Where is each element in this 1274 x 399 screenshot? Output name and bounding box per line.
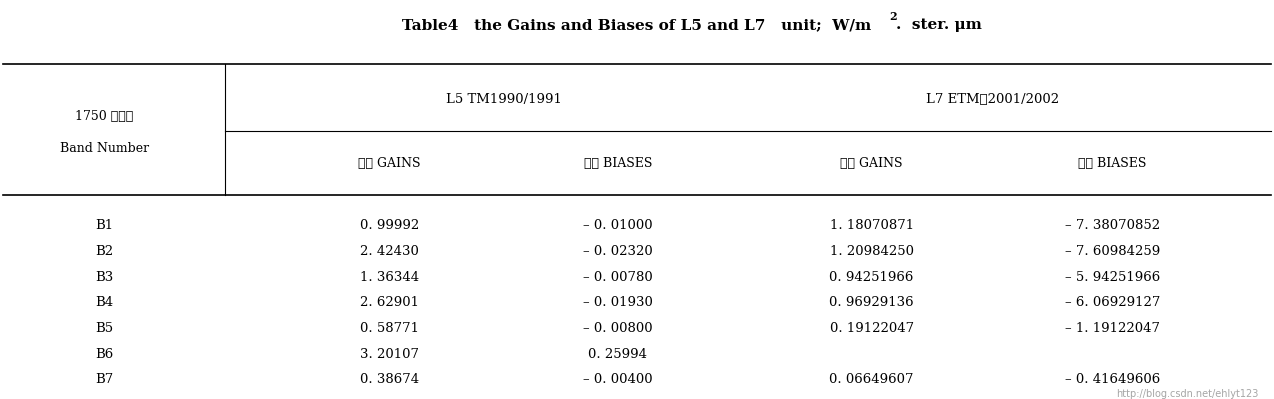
Text: – 1. 19122047: – 1. 19122047: [1065, 322, 1161, 335]
Text: – 0. 00800: – 0. 00800: [583, 322, 652, 335]
Text: L5 TM1990/1991: L5 TM1990/1991: [446, 93, 562, 105]
Text: – 0. 00400: – 0. 00400: [583, 373, 652, 386]
Text: 1750 波段号: 1750 波段号: [75, 110, 134, 123]
Text: B3: B3: [96, 271, 113, 284]
Text: B4: B4: [96, 296, 113, 309]
Text: – 5. 94251966: – 5. 94251966: [1065, 271, 1161, 284]
Text: 增益 GAINS: 增益 GAINS: [358, 157, 420, 170]
Text: 0. 99992: 0. 99992: [361, 219, 419, 232]
Text: B2: B2: [96, 245, 113, 258]
Text: B6: B6: [96, 348, 113, 361]
Text: 0. 25994: 0. 25994: [589, 348, 647, 361]
Text: Band Number: Band Number: [60, 142, 149, 155]
Text: B1: B1: [96, 219, 113, 232]
Text: 1. 20984250: 1. 20984250: [829, 245, 913, 258]
Text: 增益 GAINS: 增益 GAINS: [841, 157, 903, 170]
Text: – 0. 00780: – 0. 00780: [583, 271, 652, 284]
Text: 1. 36344: 1. 36344: [361, 271, 419, 284]
Text: – 0. 01000: – 0. 01000: [583, 219, 652, 232]
Text: B5: B5: [96, 322, 113, 335]
Text: 1. 18070871: 1. 18070871: [829, 219, 913, 232]
Text: – 0. 01930: – 0. 01930: [583, 296, 652, 309]
Text: – 0. 41649606: – 0. 41649606: [1065, 373, 1161, 386]
Text: – 7. 38070852: – 7. 38070852: [1065, 219, 1161, 232]
Text: 3. 20107: 3. 20107: [361, 348, 419, 361]
Text: – 6. 06929127: – 6. 06929127: [1065, 296, 1161, 309]
Text: 0. 19122047: 0. 19122047: [829, 322, 913, 335]
Text: 0. 96929136: 0. 96929136: [829, 296, 913, 309]
Text: B7: B7: [96, 373, 113, 386]
Text: – 0. 02320: – 0. 02320: [583, 245, 652, 258]
Text: 0. 94251966: 0. 94251966: [829, 271, 913, 284]
Text: http://blog.csdn.net/ehlyt123: http://blog.csdn.net/ehlyt123: [1116, 389, 1259, 399]
Text: 2. 62901: 2. 62901: [361, 296, 419, 309]
Text: L7 ETM＋2001/2002: L7 ETM＋2001/2002: [926, 93, 1059, 105]
Text: – 7. 60984259: – 7. 60984259: [1065, 245, 1161, 258]
Text: 2. 42430: 2. 42430: [361, 245, 419, 258]
Text: Table4   the Gains and Biases of L5 and L7   unit;  W/m: Table4 the Gains and Biases of L5 and L7…: [403, 18, 871, 32]
Text: 2: 2: [889, 11, 897, 22]
Text: 0. 06649607: 0. 06649607: [829, 373, 913, 386]
Text: .  ster. μm: . ster. μm: [896, 18, 982, 32]
Text: 0. 58771: 0. 58771: [361, 322, 419, 335]
Text: 0. 38674: 0. 38674: [361, 373, 419, 386]
Text: 偏置 BIASES: 偏置 BIASES: [583, 157, 652, 170]
Text: 偏置 BIASES: 偏置 BIASES: [1079, 157, 1147, 170]
